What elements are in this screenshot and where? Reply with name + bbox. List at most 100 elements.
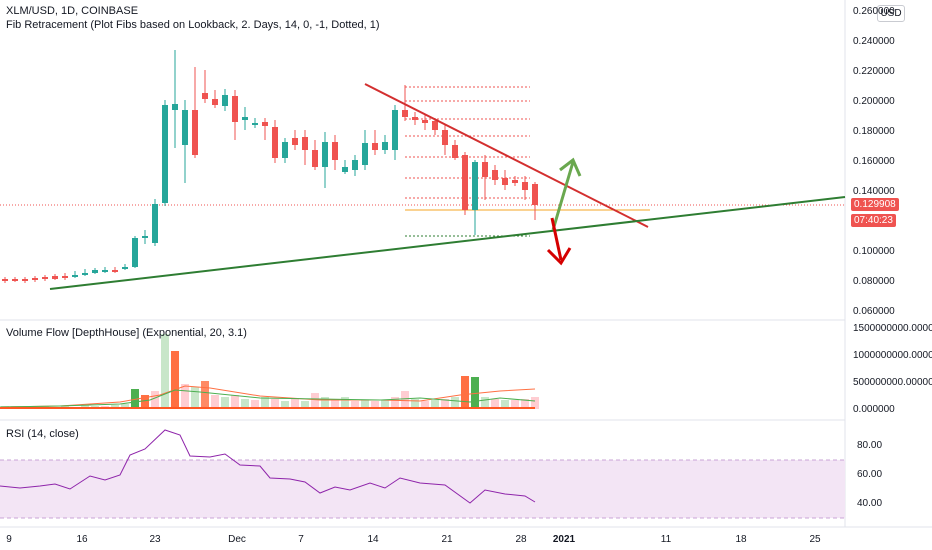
volume-bar: [421, 401, 429, 409]
down-arrow-icon: [546, 217, 572, 266]
volume-bar: [181, 384, 189, 409]
time-tick: 16: [76, 534, 88, 545]
volume-bar: [281, 401, 289, 409]
candle-body: [322, 142, 328, 167]
candle-body: [72, 275, 78, 277]
price-tick: 0.080000: [853, 276, 895, 287]
candle-body: [472, 162, 478, 210]
time-tick: 21: [441, 534, 453, 545]
volume-tick: 500000000.000000: [853, 377, 932, 388]
time-tick: 14: [367, 534, 379, 545]
candle-body: [182, 110, 188, 145]
volume-bar: [511, 400, 519, 409]
rsi-tick: 80.00: [857, 440, 883, 451]
volume-flow-line-green: [0, 389, 536, 408]
candle-body: [92, 270, 98, 273]
candle-body: [152, 204, 158, 243]
candle-body: [502, 178, 508, 185]
candle-body: [42, 277, 48, 279]
current-price-label: 0.129908: [851, 198, 899, 211]
candle-body: [482, 162, 488, 177]
volume-bar: [251, 400, 259, 409]
price-tick: 0.220000: [853, 66, 895, 77]
fib-levels: [405, 86, 530, 199]
volume-tick: 0.000000: [853, 404, 895, 415]
volume-bar: [381, 400, 389, 409]
candle-body: [462, 155, 468, 210]
bar-countdown-label: 07:40:23: [851, 214, 896, 227]
volume-bar: [271, 399, 279, 409]
currency-button[interactable]: USD: [877, 5, 905, 22]
candle-body: [532, 184, 538, 205]
volume-bar: [481, 397, 489, 409]
fib-indicator-legend[interactable]: Fib Retracement (Plot Fibs based on Look…: [6, 19, 380, 31]
volume-bar: [311, 393, 319, 409]
candlestick-series: [2, 50, 538, 283]
volume-bar: [521, 399, 529, 409]
support-trendline: [49, 196, 846, 290]
price-tick: 0.100000: [853, 246, 895, 257]
rsi-line: [0, 429, 536, 504]
candle-body: [202, 93, 208, 99]
time-tick: 7: [298, 534, 304, 545]
resistance-trendline: [364, 83, 649, 228]
time-tick: 23: [149, 534, 161, 545]
volume-bar: [211, 395, 219, 409]
volume-bar: [531, 397, 539, 409]
price-tick: 0.200000: [853, 96, 895, 107]
candle-body: [342, 167, 348, 172]
candle-body: [252, 123, 258, 125]
time-tick: Dec: [228, 534, 246, 545]
candle-body: [122, 267, 128, 269]
time-tick-year: 2021: [552, 534, 576, 545]
candle-body: [32, 278, 38, 280]
rsi-legend[interactable]: RSI (14, close): [6, 428, 79, 440]
volume-bar: [241, 399, 249, 409]
candle-body: [362, 143, 368, 165]
volume-bar: [441, 399, 449, 409]
rsi-tick: 40.00: [857, 498, 883, 509]
candle-body: [22, 279, 28, 281]
candle-body: [332, 142, 338, 160]
volume-bar: [351, 401, 359, 409]
volume-bar: [411, 399, 419, 409]
candle-body: [242, 117, 248, 120]
volume-bar: [171, 351, 179, 409]
candle-body: [282, 142, 288, 158]
volume-bar: [501, 400, 509, 409]
price-tick: 0.240000: [853, 36, 895, 47]
volume-tick: 1500000000.000000: [853, 323, 932, 334]
candle-body: [492, 170, 498, 180]
candle-body: [412, 117, 418, 120]
candle-body: [442, 130, 448, 145]
rsi-tick: 60.00: [857, 469, 883, 480]
volume-bar: [401, 391, 409, 409]
time-tick: 9: [6, 534, 12, 545]
rsi-band: [0, 460, 845, 518]
volume-bar: [321, 397, 329, 409]
candle-body: [302, 137, 308, 150]
time-tick: 28: [515, 534, 527, 545]
volume-flow-legend[interactable]: Volume Flow [DepthHouse] (Exponential, 2…: [6, 327, 247, 339]
symbol-legend[interactable]: XLM/USD, 1D, COINBASE: [6, 5, 139, 17]
candle-body: [382, 142, 388, 150]
volume-bar: [141, 395, 149, 409]
volume-bar: [371, 401, 379, 409]
candle-body: [102, 270, 108, 272]
candle-body: [12, 279, 18, 281]
volume-bar: [391, 397, 399, 409]
price-tick: 0.180000: [853, 126, 895, 137]
candle-body: [272, 127, 278, 158]
candle-body: [212, 99, 218, 105]
candle-body: [262, 122, 268, 126]
price-tick: 0.060000: [853, 306, 895, 317]
volume-bar: [361, 400, 369, 409]
time-tick: 25: [809, 534, 821, 545]
candle-body: [142, 236, 148, 238]
candle-body: [2, 279, 8, 281]
candle-body: [402, 110, 408, 117]
candle-body: [352, 160, 358, 170]
volume-bar: [331, 400, 339, 409]
price-tick: 0.160000: [853, 156, 895, 167]
